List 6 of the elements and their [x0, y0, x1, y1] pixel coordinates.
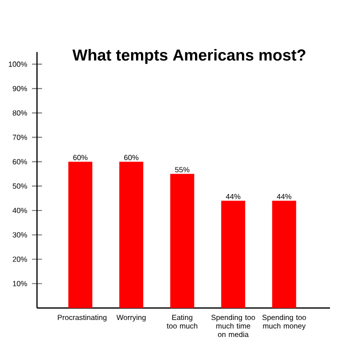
bar — [221, 200, 246, 308]
bar — [170, 174, 194, 308]
bar — [68, 162, 92, 308]
bar — [119, 162, 144, 308]
bar — [272, 200, 296, 308]
chart-title: What tempts Americans most? — [72, 49, 306, 64]
